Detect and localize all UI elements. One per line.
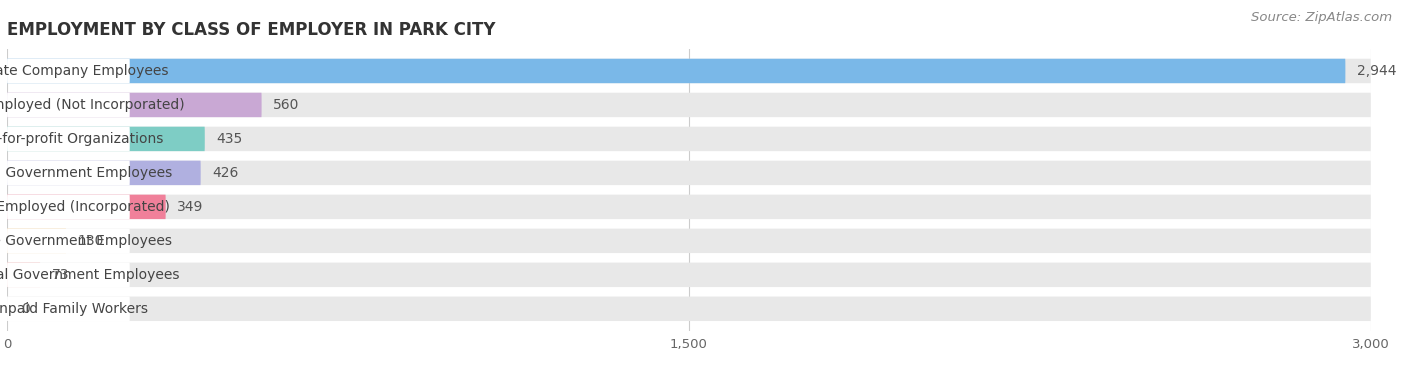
- Text: EMPLOYMENT BY CLASS OF EMPLOYER IN PARK CITY: EMPLOYMENT BY CLASS OF EMPLOYER IN PARK …: [7, 21, 495, 39]
- FancyBboxPatch shape: [7, 59, 1371, 83]
- Text: Local Government Employees: Local Government Employees: [0, 166, 172, 180]
- Text: Self-Employed (Not Incorporated): Self-Employed (Not Incorporated): [0, 98, 184, 112]
- Text: 0: 0: [21, 302, 30, 316]
- FancyBboxPatch shape: [7, 161, 129, 185]
- Text: 130: 130: [77, 234, 104, 248]
- FancyBboxPatch shape: [7, 229, 66, 253]
- Text: 435: 435: [217, 132, 242, 146]
- Text: 73: 73: [52, 268, 69, 282]
- FancyBboxPatch shape: [7, 127, 129, 151]
- Text: Source: ZipAtlas.com: Source: ZipAtlas.com: [1251, 11, 1392, 24]
- Text: Unpaid Family Workers: Unpaid Family Workers: [0, 302, 148, 316]
- Text: 560: 560: [273, 98, 299, 112]
- FancyBboxPatch shape: [7, 93, 129, 117]
- FancyBboxPatch shape: [7, 127, 205, 151]
- Text: Self-Employed (Incorporated): Self-Employed (Incorporated): [0, 200, 170, 214]
- FancyBboxPatch shape: [7, 262, 41, 287]
- FancyBboxPatch shape: [7, 161, 1371, 185]
- FancyBboxPatch shape: [7, 93, 262, 117]
- FancyBboxPatch shape: [7, 195, 1371, 219]
- Text: Federal Government Employees: Federal Government Employees: [0, 268, 180, 282]
- Text: Not-for-profit Organizations: Not-for-profit Organizations: [0, 132, 163, 146]
- FancyBboxPatch shape: [7, 195, 129, 219]
- FancyBboxPatch shape: [7, 262, 129, 287]
- Text: 2,944: 2,944: [1357, 64, 1396, 78]
- FancyBboxPatch shape: [7, 127, 1371, 151]
- FancyBboxPatch shape: [7, 161, 201, 185]
- Text: 426: 426: [212, 166, 239, 180]
- Text: 349: 349: [177, 200, 204, 214]
- FancyBboxPatch shape: [7, 297, 129, 321]
- FancyBboxPatch shape: [7, 195, 166, 219]
- FancyBboxPatch shape: [7, 59, 1346, 83]
- FancyBboxPatch shape: [7, 93, 1371, 117]
- Text: Private Company Employees: Private Company Employees: [0, 64, 169, 78]
- FancyBboxPatch shape: [7, 59, 129, 83]
- FancyBboxPatch shape: [7, 262, 1371, 287]
- FancyBboxPatch shape: [7, 229, 129, 253]
- FancyBboxPatch shape: [7, 229, 1371, 253]
- FancyBboxPatch shape: [7, 297, 1371, 321]
- Text: State Government Employees: State Government Employees: [0, 234, 173, 248]
